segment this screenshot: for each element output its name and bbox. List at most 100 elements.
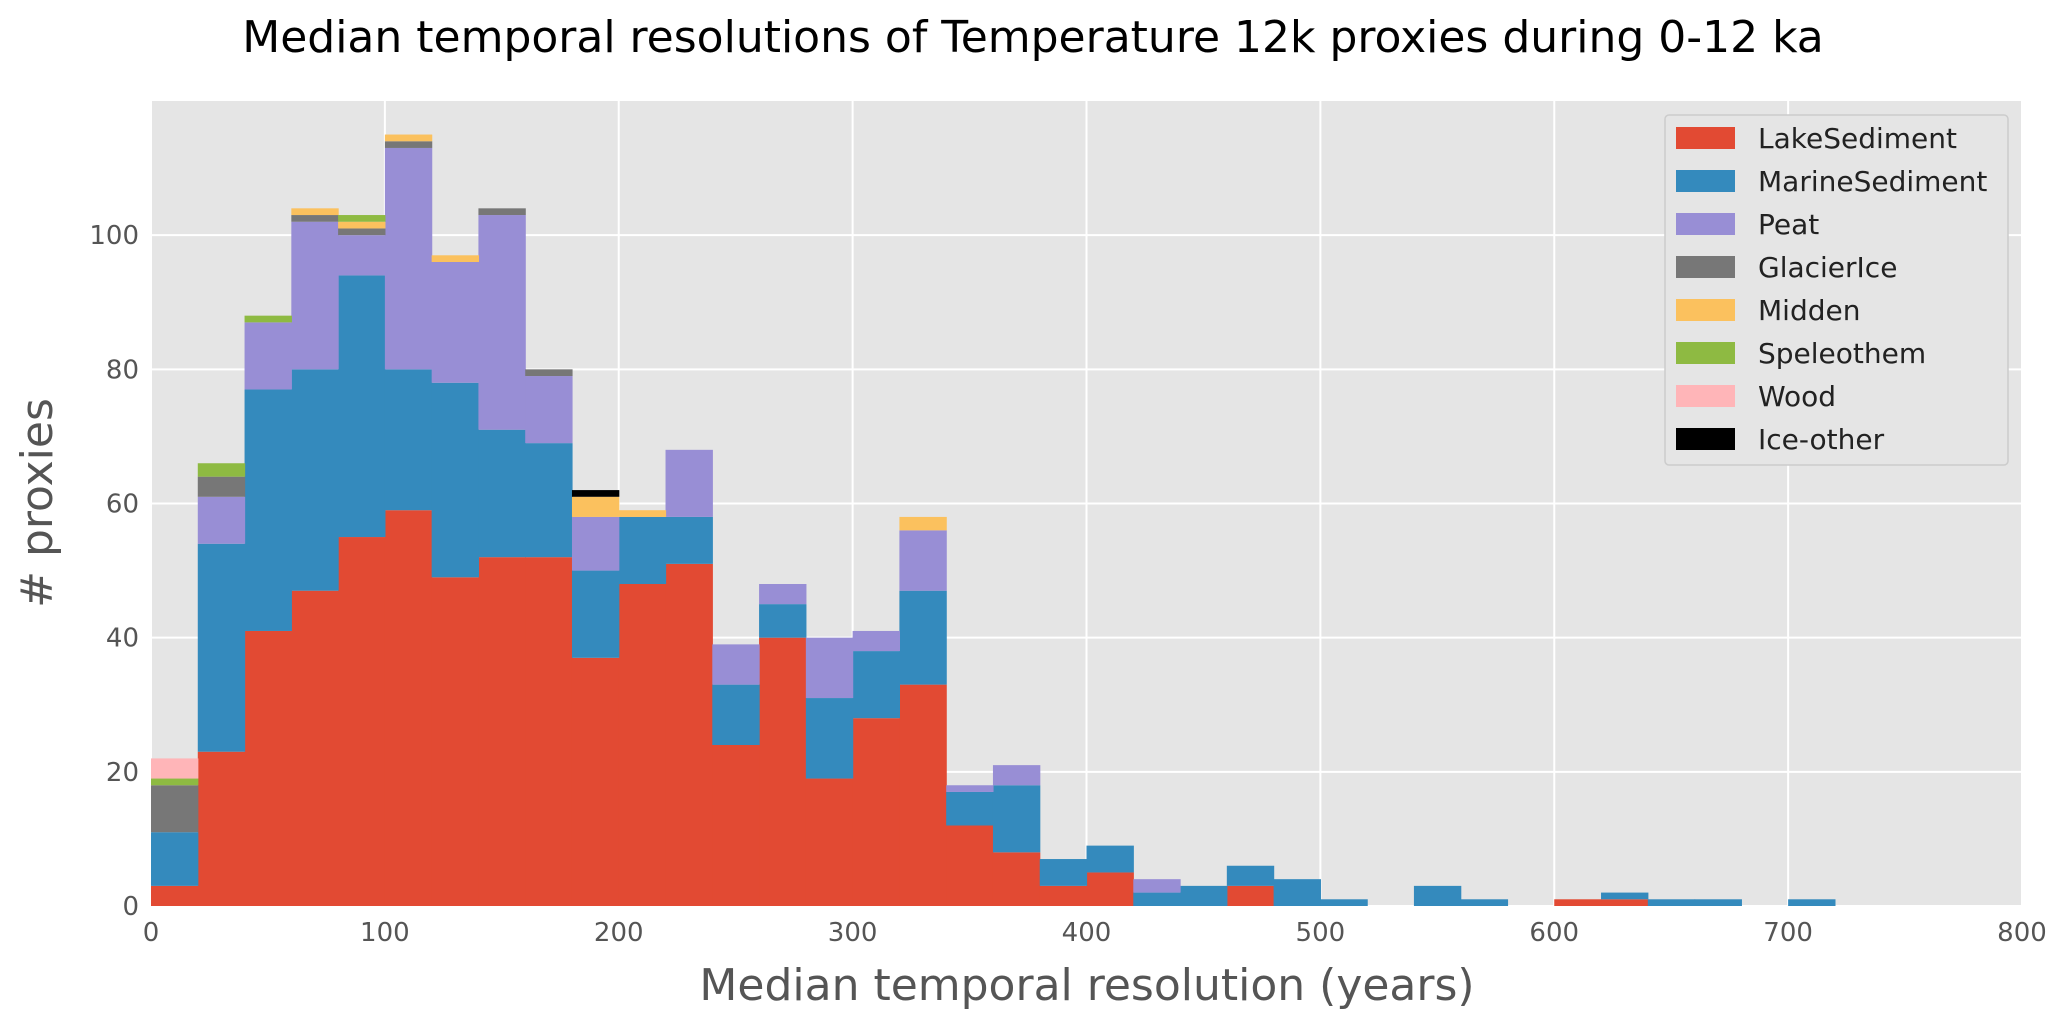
bar-lakesediment-200 xyxy=(618,584,667,906)
bar-lakesediment-600 xyxy=(1554,899,1602,906)
bar-lakesediment-180 xyxy=(571,657,620,906)
bar-speleothem-0 xyxy=(151,778,199,786)
legend-label-ice-other: Ice-other xyxy=(1758,423,1885,456)
bar-marinesediment-480 xyxy=(1273,879,1321,906)
y-tick-label: 100 xyxy=(89,221,139,251)
bar-midden-180 xyxy=(571,496,620,517)
bar-peat-160 xyxy=(525,376,573,444)
bar-lakesediment-380 xyxy=(1039,885,1088,906)
legend-swatch-ice-other xyxy=(1676,428,1735,450)
y-tick-label: 80 xyxy=(106,355,139,385)
bar-peat-420 xyxy=(1133,879,1181,893)
bar-peat-180 xyxy=(571,516,620,571)
tick-labels: 0 100 200 300 400 500 600 700 800 0 20 40 60 80 100 xyxy=(89,221,2046,948)
bar-wood-0 xyxy=(151,758,199,779)
bar-lakesediment-120 xyxy=(431,577,480,906)
bar-lakesediment-320 xyxy=(899,684,947,906)
bar-speleothem-40 xyxy=(244,315,292,323)
bar-marinesediment-180 xyxy=(571,570,620,658)
bar-marinesediment-560 xyxy=(1460,899,1509,906)
bar-marinesediment-120 xyxy=(431,382,480,578)
bar-glacierice-60 xyxy=(291,215,339,222)
legend-label-wood: Wood xyxy=(1758,380,1836,413)
x-axis-label: Median temporal resolution (years) xyxy=(699,960,1474,1011)
bar-lakesediment-220 xyxy=(665,563,713,906)
bar-midden-120 xyxy=(431,255,480,262)
bar-peat-340 xyxy=(946,785,994,792)
bar-lakesediment-20 xyxy=(197,751,246,906)
bar-marinesediment-500 xyxy=(1320,899,1368,906)
legend-swatch-lakesediment xyxy=(1676,127,1735,149)
y-tick-label: 20 xyxy=(106,758,139,788)
legend-label-glacierice: GlacierIce xyxy=(1758,251,1897,284)
legend-label-peat: Peat xyxy=(1758,208,1819,241)
chart-title: Median temporal resolutions of Temperatu… xyxy=(242,12,1824,63)
bar-glacierice-140 xyxy=(478,208,526,216)
bar-lakesediment-300 xyxy=(852,718,900,906)
bar-lakesediment-240 xyxy=(712,745,760,906)
bar-marinesediment-640 xyxy=(1647,899,1696,906)
legend-label-lakesediment: LakeSediment xyxy=(1758,122,1957,155)
bar-marinesediment-80 xyxy=(338,275,386,538)
y-axis-label: # proxies xyxy=(12,398,63,608)
y-tick-label: 60 xyxy=(106,490,139,520)
bar-lakesediment-460 xyxy=(1226,885,1275,906)
bar-marinesediment-620 xyxy=(1601,892,1649,900)
bar-midden-80 xyxy=(338,221,386,229)
bar-glacierice-20 xyxy=(197,476,246,497)
bar-lakesediment-400 xyxy=(1086,872,1134,906)
bar-lakesediment-620 xyxy=(1601,899,1649,906)
bar-glacierice-160 xyxy=(525,369,573,377)
bar-marinesediment-340 xyxy=(946,791,994,826)
bar-midden-320 xyxy=(899,516,947,531)
legend-swatch-glacierice xyxy=(1676,256,1735,278)
bar-peat-240 xyxy=(712,644,760,685)
bar-peat-60 xyxy=(291,221,339,370)
bar-marinesediment-200 xyxy=(618,516,667,584)
bar-peat-80 xyxy=(338,235,386,276)
bar-marinesediment-420 xyxy=(1133,892,1181,906)
x-tick-label: 100 xyxy=(360,918,410,948)
bar-marinesediment-220 xyxy=(665,516,713,564)
bar-lakesediment-60 xyxy=(291,590,339,906)
bar-peat-260 xyxy=(759,584,807,605)
bar-marinesediment-400 xyxy=(1086,845,1134,873)
x-tick-label: 400 xyxy=(1062,918,1112,948)
bar-peat-360 xyxy=(992,765,1041,786)
bar-lakesediment-360 xyxy=(992,852,1041,906)
bar-marinesediment-300 xyxy=(852,651,900,719)
bar-peat-40 xyxy=(244,322,292,390)
legend-label-speleothem: Speleothem xyxy=(1758,337,1926,370)
legend-swatch-wood xyxy=(1676,385,1735,407)
legend-box xyxy=(1664,114,2009,466)
bar-midden-200 xyxy=(618,510,667,517)
bar-marinesediment-700 xyxy=(1788,899,1836,906)
bar-lakesediment-40 xyxy=(244,630,292,906)
legend-swatch-midden xyxy=(1676,299,1735,321)
bar-peat-280 xyxy=(805,637,854,699)
bar-marinesediment-360 xyxy=(992,785,1041,853)
x-tick-label: 600 xyxy=(1529,918,1579,948)
bar-peat-140 xyxy=(478,215,526,430)
x-tick-label: 800 xyxy=(1997,918,2047,948)
bar-lakesediment-140 xyxy=(478,557,526,906)
legend-label-midden: Midden xyxy=(1758,294,1860,327)
bar-marinesediment-540 xyxy=(1413,885,1462,906)
legend-swatch-marinesediment xyxy=(1676,170,1735,192)
bar-glacierice-80 xyxy=(338,228,386,236)
bar-marinesediment-40 xyxy=(244,389,292,631)
bar-lakesediment-100 xyxy=(384,510,433,906)
bar-lakesediment-0 xyxy=(151,885,199,906)
bar-marinesediment-140 xyxy=(478,429,526,558)
bar-peat-300 xyxy=(852,630,900,652)
bar-glacierice-100 xyxy=(384,141,433,148)
bar-lakesediment-280 xyxy=(805,778,854,906)
x-tick-label: 300 xyxy=(828,918,878,948)
bar-ice-other-180 xyxy=(571,490,620,497)
bar-peat-100 xyxy=(384,147,433,370)
bar-peat-20 xyxy=(197,496,246,544)
bar-lakesediment-340 xyxy=(946,825,994,906)
bar-marinesediment-240 xyxy=(712,684,760,745)
legend-swatch-peat xyxy=(1676,213,1735,235)
